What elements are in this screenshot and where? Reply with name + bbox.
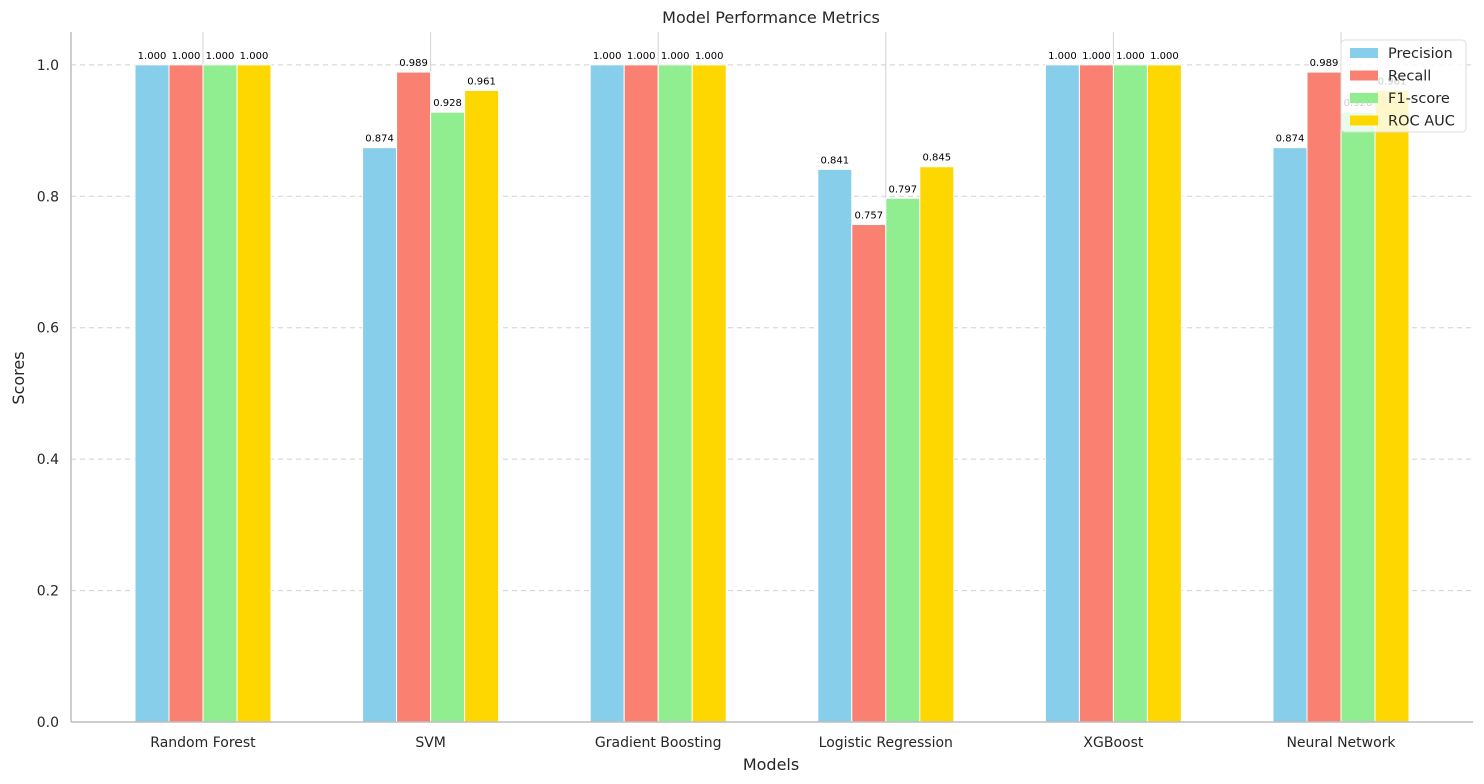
legend-swatch: [1350, 70, 1378, 81]
data-label: 0.841: [820, 155, 849, 166]
chart-title: Model Performance Metrics: [662, 8, 880, 27]
bar: [362, 147, 398, 723]
data-label: 0.989: [1310, 58, 1339, 69]
bar: [885, 197, 921, 723]
bar: [1340, 111, 1376, 723]
x-tick-label: Gradient Boosting: [595, 735, 722, 751]
grid: [71, 32, 1473, 722]
bar: [1112, 64, 1148, 723]
data-label: 0.961: [467, 76, 496, 87]
bar: [430, 111, 466, 723]
bar: [202, 64, 238, 723]
legend-label: Precision: [1388, 46, 1453, 62]
bar: [1272, 147, 1308, 723]
y-tick-label: 1.0: [37, 58, 59, 74]
x-tick-label: SVM: [415, 735, 446, 751]
data-label: 0.928: [433, 98, 462, 109]
data-label: 1.000: [695, 51, 724, 62]
data-label: 1.000: [240, 51, 269, 62]
bar: [691, 64, 727, 723]
data-label: 0.797: [888, 184, 917, 195]
data-label: 1.000: [1048, 51, 1077, 62]
legend-label: ROC AUC: [1388, 114, 1455, 130]
bar: [168, 64, 204, 723]
bar: [396, 71, 432, 723]
legend-swatch: [1350, 93, 1378, 103]
x-tick-label: Random Forest: [150, 735, 256, 751]
bars: [134, 64, 1410, 723]
bar: [851, 224, 887, 723]
legend-box: [1340, 39, 1467, 133]
legend-swatch: [1350, 115, 1378, 126]
bar: [623, 64, 659, 723]
x-tick-label: Neural Network: [1286, 735, 1396, 751]
data-label: 1.000: [593, 51, 622, 62]
data-label: 1.000: [627, 51, 656, 62]
data-label: 0.989: [399, 58, 428, 69]
y-tick-label: 0.0: [37, 715, 59, 731]
data-label: 0.757: [854, 211, 883, 222]
y-tick-label: 0.6: [37, 321, 59, 337]
data-label: 0.845: [922, 153, 951, 164]
bar: [589, 64, 625, 723]
data-label: 1.000: [138, 51, 167, 62]
y-axis-label: Scores: [9, 351, 28, 404]
bar: [817, 168, 853, 723]
legend: Precision Recall F1-score ROC AUC: [1340, 39, 1467, 133]
x-tick-label: Logistic Regression: [819, 735, 953, 751]
x-axis-label: Models: [743, 755, 799, 774]
data-label: 0.874: [1276, 134, 1305, 145]
legend-label: Recall: [1388, 69, 1431, 85]
legend-swatch: [1350, 48, 1378, 58]
bar: [1306, 71, 1342, 723]
y-tick-label: 0.2: [37, 584, 59, 600]
bar: [1374, 89, 1410, 723]
y-tick-label: 0.4: [37, 452, 59, 468]
bar: [657, 64, 693, 723]
data-label: 1.000: [172, 51, 201, 62]
axes: 0.0 0.2 0.4 0.6 0.8 1.0 Random Forest SVM Gradie…: [37, 32, 1473, 751]
y-tick-label: 0.8: [37, 189, 59, 205]
x-tick-label: XGBoost: [1083, 735, 1143, 751]
data-label: 1.000: [661, 51, 690, 62]
bar: [236, 64, 272, 723]
bar: [1146, 64, 1182, 723]
bar: [919, 166, 955, 723]
bar: [134, 64, 170, 723]
data-label: 1.000: [206, 51, 235, 62]
data-label: 1.000: [1150, 51, 1179, 62]
bar: [1044, 64, 1080, 723]
data-label: 1.000: [1082, 51, 1111, 62]
data-label: 1.000: [1116, 51, 1145, 62]
legend-label: F1-score: [1388, 91, 1450, 107]
bar: [464, 89, 500, 723]
data-label: 0.874: [365, 134, 394, 145]
bar: [1078, 64, 1114, 723]
